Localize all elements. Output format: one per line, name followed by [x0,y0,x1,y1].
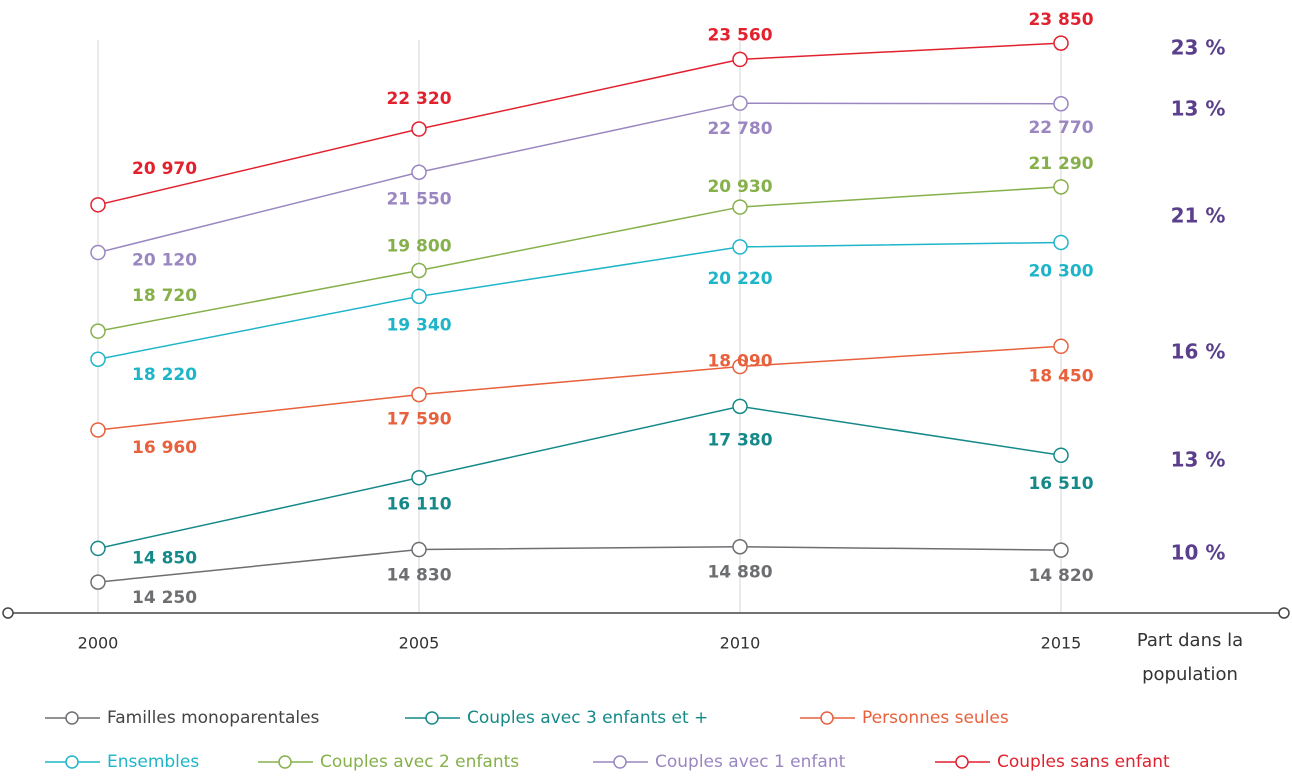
point [732,95,748,111]
axis-end [2,607,14,619]
point [411,121,427,137]
value-label: 17 380 [707,430,772,450]
point [90,422,106,438]
point [90,197,106,213]
value-label: 16 960 [132,438,197,458]
share-label: 16 % [1171,340,1226,364]
point [411,386,427,403]
point [1053,542,1069,558]
value-label: 19 340 [386,315,451,335]
value-label: 20 970 [132,159,197,179]
point [732,538,748,555]
value-label: 18 720 [132,286,197,306]
value-label: 14 880 [707,563,772,583]
point [90,323,106,339]
legend-marker [613,755,627,769]
point [1053,179,1069,195]
point [90,574,106,590]
series-line [97,42,1062,206]
x-tick-label: 2010 [720,634,761,653]
share-label: 21 % [1171,204,1226,228]
legend-marker [278,755,292,769]
value-label: 20 120 [132,251,197,271]
point [1053,338,1069,355]
point [732,239,748,255]
legend-label: Personnes seules [862,708,1009,728]
value-label: 20 930 [707,177,772,197]
point [732,398,748,415]
share-label: 13 % [1171,97,1226,121]
legend-marker [65,711,79,725]
legend-label: Couples avec 2 enfants [320,752,519,772]
value-label: 23 560 [707,25,772,45]
point [1053,96,1069,112]
point [411,288,427,305]
value-label: 14 250 [132,588,197,608]
series-line [97,545,1062,583]
value-label: 22 780 [707,119,772,139]
legend-label: Couples avec 1 enfant [655,752,846,772]
value-label: 19 800 [386,237,451,257]
x-tick-label: 2000 [78,634,119,653]
value-label: 14 830 [386,566,451,586]
value-label: 18 090 [707,352,772,372]
value-label: 18 450 [1028,366,1093,386]
legend-marker [65,755,79,769]
legend-label: Ensembles [107,752,199,772]
legend-label: Familles monoparentales [107,708,320,728]
point [1053,35,1069,51]
point [90,540,106,557]
value-label: 20 300 [1028,261,1093,281]
share-title: Part dans la population [1136,630,1244,685]
legend-marker [820,711,834,725]
series-line [97,186,1062,332]
point [411,469,427,486]
x-tick-label: 2015 [1041,634,1082,653]
value-label: 16 510 [1028,474,1093,494]
point [1053,234,1069,251]
point [732,199,748,215]
value-label: 14 820 [1028,566,1093,586]
series-line [97,102,1062,254]
series-line [97,345,1062,431]
legend-label: Couples avec 3 enfants et + [467,708,708,728]
value-label: 17 590 [386,410,451,430]
value-label: 23 850 [1028,10,1093,30]
point [1053,447,1069,463]
share-label: 13 % [1171,448,1226,472]
share-label: 10 % [1171,541,1226,565]
value-label: 21 290 [1028,154,1093,174]
axis-end [1278,607,1290,619]
point [90,351,106,367]
x-tick-label: 2005 [399,634,440,653]
point [411,164,427,181]
series-line [97,405,1062,550]
point [411,262,427,279]
legend-label: Couples sans enfant [997,752,1170,772]
value-label: 21 550 [386,189,451,209]
share-label: 23 % [1171,36,1226,60]
value-label: 16 110 [386,495,451,515]
value-label: 14 850 [132,548,197,568]
value-label: 18 220 [132,365,197,385]
point [411,541,427,558]
value-label: 20 220 [707,269,772,289]
legend-marker [955,755,969,769]
point [732,358,748,375]
point [90,244,106,261]
point [732,51,748,68]
series-line [97,241,1062,360]
value-label: 22 320 [386,89,451,109]
legend-marker [425,711,439,725]
value-label: 22 770 [1028,118,1093,138]
